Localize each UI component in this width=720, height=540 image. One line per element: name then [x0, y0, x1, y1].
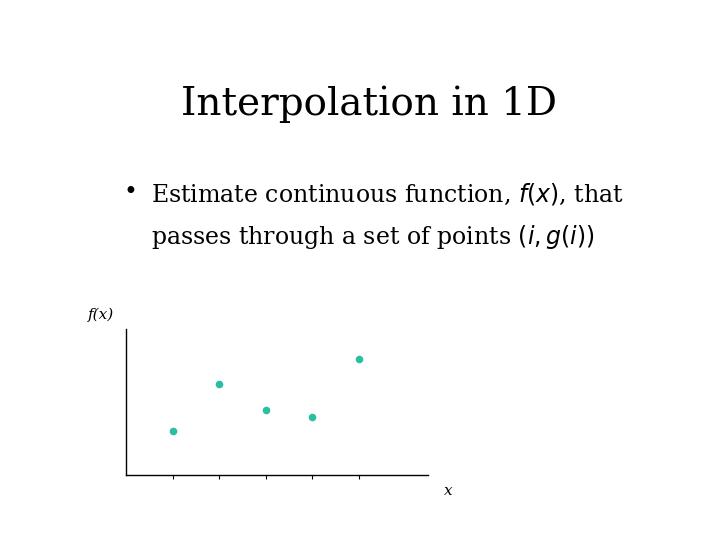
- Text: x: x: [444, 484, 452, 498]
- Point: [353, 354, 364, 363]
- Point: [167, 427, 179, 436]
- Text: •: •: [124, 181, 138, 204]
- Text: Interpolation in 1D: Interpolation in 1D: [181, 85, 557, 123]
- Point: [260, 405, 271, 414]
- Point: [213, 380, 225, 388]
- Text: Estimate continuous function, $f(x)$, that: Estimate continuous function, $f(x)$, th…: [151, 181, 624, 207]
- Text: passes through a set of points $(i,g(i))$: passes through a set of points $(i,g(i))…: [151, 223, 595, 251]
- Point: [306, 413, 318, 421]
- Text: f(x): f(x): [88, 308, 114, 322]
